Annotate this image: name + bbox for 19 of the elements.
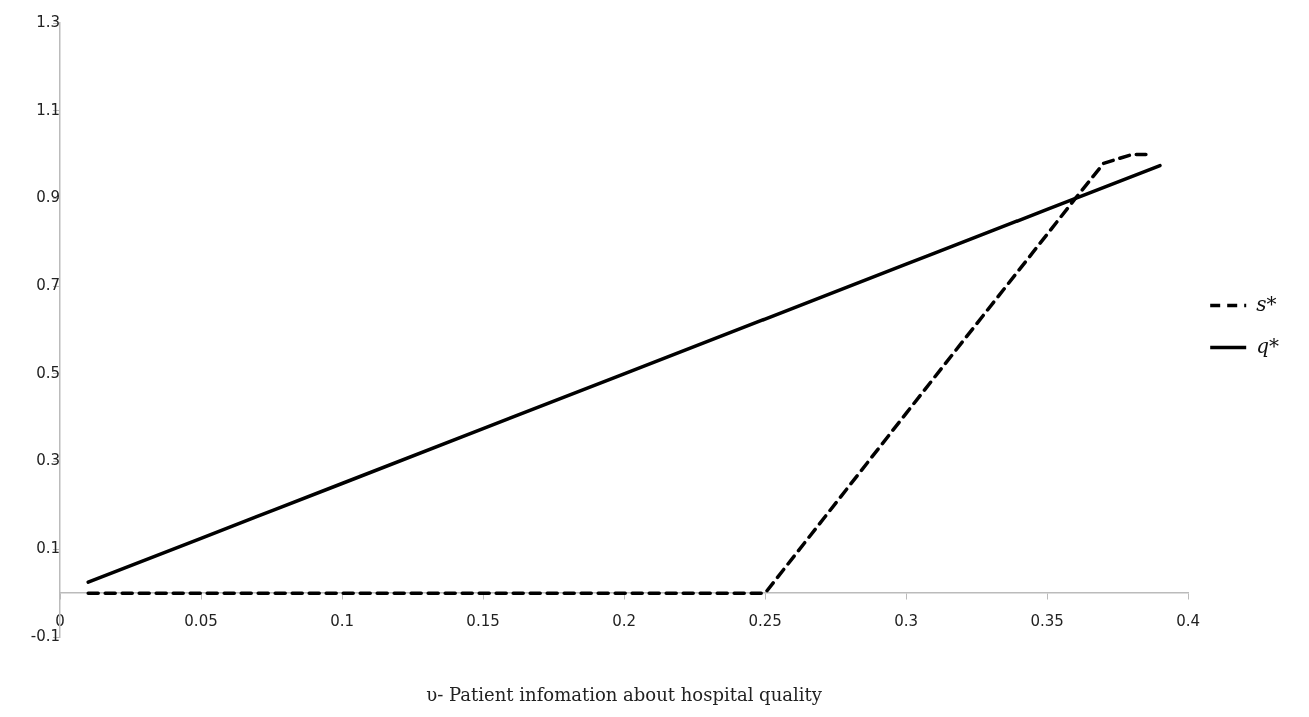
y-tick-label: 0.1 — [36, 539, 60, 558]
x-tick-label: 0.1 — [330, 612, 354, 631]
y-tick-label: 0.3 — [36, 451, 60, 470]
x-axis-title: υ- Patient infomation about hospital quality — [426, 683, 823, 705]
x-tick-label: 0.25 — [748, 612, 782, 631]
x-tick-label: 0.35 — [1030, 612, 1064, 631]
x-tick-label: 0.4 — [1176, 612, 1201, 631]
x-tick-label: 0.3 — [894, 612, 919, 631]
y-tick-label: 0.7 — [36, 276, 60, 295]
x-tick-label: 0.05 — [184, 612, 218, 631]
legend-label: s* — [1256, 291, 1277, 316]
x-tick-label: 0.2 — [612, 612, 637, 631]
y-tick-label: -0.1 — [30, 626, 60, 645]
x-tick-label: 0.15 — [466, 612, 500, 631]
y-tick-label: 0.5 — [36, 363, 60, 382]
y-tick-label: 1.3 — [36, 12, 60, 31]
y-tick-label: 0.9 — [36, 188, 60, 207]
y-tick-label: 1.1 — [36, 100, 60, 119]
legend-label: q* — [1256, 333, 1280, 358]
